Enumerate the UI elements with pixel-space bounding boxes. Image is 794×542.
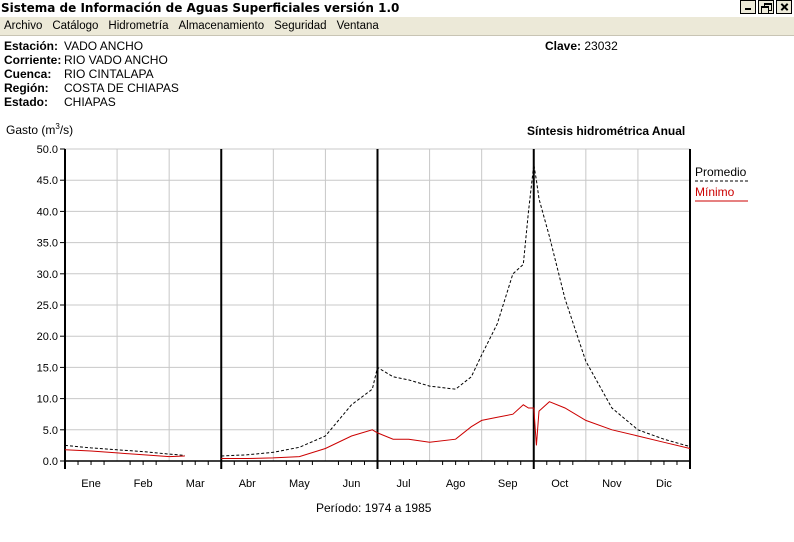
- y-tick-label: 5.0: [43, 425, 58, 437]
- restore-button[interactable]: [758, 0, 774, 14]
- menu-hidrometria[interactable]: Hidrometría: [108, 20, 169, 32]
- stream-label: Corriente:: [4, 53, 62, 67]
- legend-label-minimo: Mínimo: [695, 185, 735, 199]
- menu-archivo[interactable]: Archivo: [4, 20, 43, 32]
- y-tick-label: 50.0: [37, 144, 58, 156]
- series-line-promedio: [64, 444, 185, 456]
- x-tick-label: Jun: [343, 478, 361, 490]
- x-tick-label: Jul: [397, 478, 411, 490]
- y-tick-label: 20.0: [37, 331, 58, 343]
- y-axis-title: Gasto (m3/s): [6, 122, 73, 137]
- y-tick-label: 40.0: [37, 206, 58, 218]
- y-tick-label: 30.0: [37, 269, 58, 281]
- x-tick-label: Abr: [239, 478, 256, 490]
- close-button[interactable]: [776, 0, 792, 14]
- period-label: Período: 1974 a 1985: [316, 501, 432, 515]
- x-tick-label: Ene: [81, 478, 101, 490]
- station-row: Estación: VADO ANCHO: [4, 39, 179, 53]
- state-row: Estado: CHIAPAS: [4, 95, 179, 109]
- x-tick-label: Nov: [602, 478, 622, 490]
- x-tick-label: Dic: [656, 478, 672, 490]
- hydrometric-chart: 0.0 5.0 10.0 15.0 20.0 25.0 30.0 35.0 40.0 45.0 50…: [37, 144, 748, 490]
- y-axis-title-prefix: Gasto (m: [6, 123, 56, 137]
- basin-row: Cuenca: RIO CINTALAPA: [4, 67, 179, 81]
- series-line-promedio: [221, 164, 691, 457]
- region-row: Región: COSTA DE CHIAPAS: [4, 81, 179, 95]
- state-value: CHIAPAS: [64, 95, 116, 109]
- y-tick-label: 15.0: [37, 362, 58, 374]
- menu-ventana[interactable]: Ventana: [336, 20, 379, 32]
- y-axis-title-suffix: /s): [59, 123, 74, 137]
- y-tick-label: 0.0: [43, 456, 58, 468]
- basin-label: Cuenca:: [4, 67, 52, 81]
- x-tick-label: Sep: [498, 478, 518, 490]
- station-info: Estación: VADO ANCHO Corriente: RIO VADO…: [4, 39, 179, 109]
- region-label: Región:: [4, 81, 49, 95]
- synthesis-title: Síntesis hidrométrica Anual: [527, 124, 686, 138]
- series-line-minimo: [64, 449, 185, 458]
- y-tick-label: 45.0: [37, 175, 58, 187]
- y-tick-label: 10.0: [37, 394, 58, 406]
- station-key: Clave: 23032: [545, 39, 618, 53]
- menu-almacenamiento[interactable]: Almacenamiento: [178, 20, 265, 32]
- legend-label-promedio: Promedio: [695, 165, 747, 179]
- window-controls: [738, 0, 792, 14]
- menu-bar: Archivo Catálogo Hidrometría Almacenamie…: [0, 17, 794, 36]
- region-value: COSTA DE CHIAPAS: [64, 81, 179, 95]
- menu-seguridad[interactable]: Seguridad: [274, 20, 327, 32]
- title-bar: Sistema de Información de Aguas Superfic…: [0, 0, 794, 16]
- station-label: Estación:: [4, 39, 59, 53]
- x-tick-label: Mar: [186, 478, 205, 490]
- key-label: Clave:: [545, 39, 582, 53]
- window-title: Sistema de Información de Aguas Superfic…: [1, 1, 400, 15]
- x-tick-label: Feb: [134, 478, 153, 490]
- y-axis-title-superscript: 3: [55, 122, 60, 131]
- key-value: 23032: [584, 39, 618, 53]
- minimize-button[interactable]: [740, 0, 756, 14]
- y-tick-label: 25.0: [37, 300, 58, 312]
- x-tick-label: May: [289, 478, 310, 490]
- stream-row: Corriente: RIO VADO ANCHO: [4, 53, 179, 67]
- state-label: Estado:: [4, 95, 49, 109]
- stream-value: RIO VADO ANCHO: [64, 53, 168, 67]
- station-value: VADO ANCHO: [64, 39, 144, 53]
- x-tick-label: Ago: [446, 478, 466, 490]
- series-line-minimo: [221, 401, 691, 459]
- basin-value: RIO CINTALAPA: [64, 67, 154, 81]
- y-tick-label: 35.0: [37, 238, 58, 250]
- menu-catalogo[interactable]: Catálogo: [52, 20, 99, 32]
- x-tick-label: Oct: [551, 478, 568, 490]
